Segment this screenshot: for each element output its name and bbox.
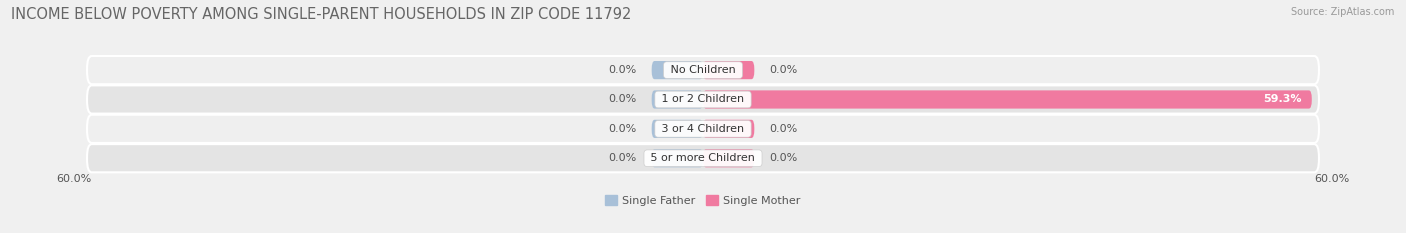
FancyBboxPatch shape [703, 90, 1312, 109]
Legend: Single Father, Single Mother: Single Father, Single Mother [606, 195, 800, 206]
FancyBboxPatch shape [703, 149, 755, 167]
Text: No Children: No Children [666, 65, 740, 75]
Text: 0.0%: 0.0% [607, 94, 637, 104]
FancyBboxPatch shape [703, 61, 755, 79]
Text: Source: ZipAtlas.com: Source: ZipAtlas.com [1291, 7, 1395, 17]
Text: 0.0%: 0.0% [769, 153, 799, 163]
Text: 5 or more Children: 5 or more Children [647, 153, 759, 163]
FancyBboxPatch shape [87, 85, 1319, 113]
Text: INCOME BELOW POVERTY AMONG SINGLE-PARENT HOUSEHOLDS IN ZIP CODE 11792: INCOME BELOW POVERTY AMONG SINGLE-PARENT… [11, 7, 631, 22]
FancyBboxPatch shape [651, 90, 703, 109]
FancyBboxPatch shape [87, 115, 1319, 143]
Text: 1 or 2 Children: 1 or 2 Children [658, 94, 748, 104]
Text: 0.0%: 0.0% [769, 124, 799, 134]
FancyBboxPatch shape [651, 120, 703, 138]
Text: 0.0%: 0.0% [607, 153, 637, 163]
FancyBboxPatch shape [651, 61, 703, 79]
Text: 0.0%: 0.0% [769, 65, 799, 75]
Text: 60.0%: 60.0% [56, 174, 91, 184]
Text: 0.0%: 0.0% [607, 65, 637, 75]
Text: 0.0%: 0.0% [607, 124, 637, 134]
FancyBboxPatch shape [87, 56, 1319, 84]
Text: 59.3%: 59.3% [1263, 94, 1302, 104]
Text: 60.0%: 60.0% [1315, 174, 1350, 184]
FancyBboxPatch shape [651, 149, 703, 167]
Text: 3 or 4 Children: 3 or 4 Children [658, 124, 748, 134]
FancyBboxPatch shape [703, 120, 755, 138]
FancyBboxPatch shape [87, 144, 1319, 172]
